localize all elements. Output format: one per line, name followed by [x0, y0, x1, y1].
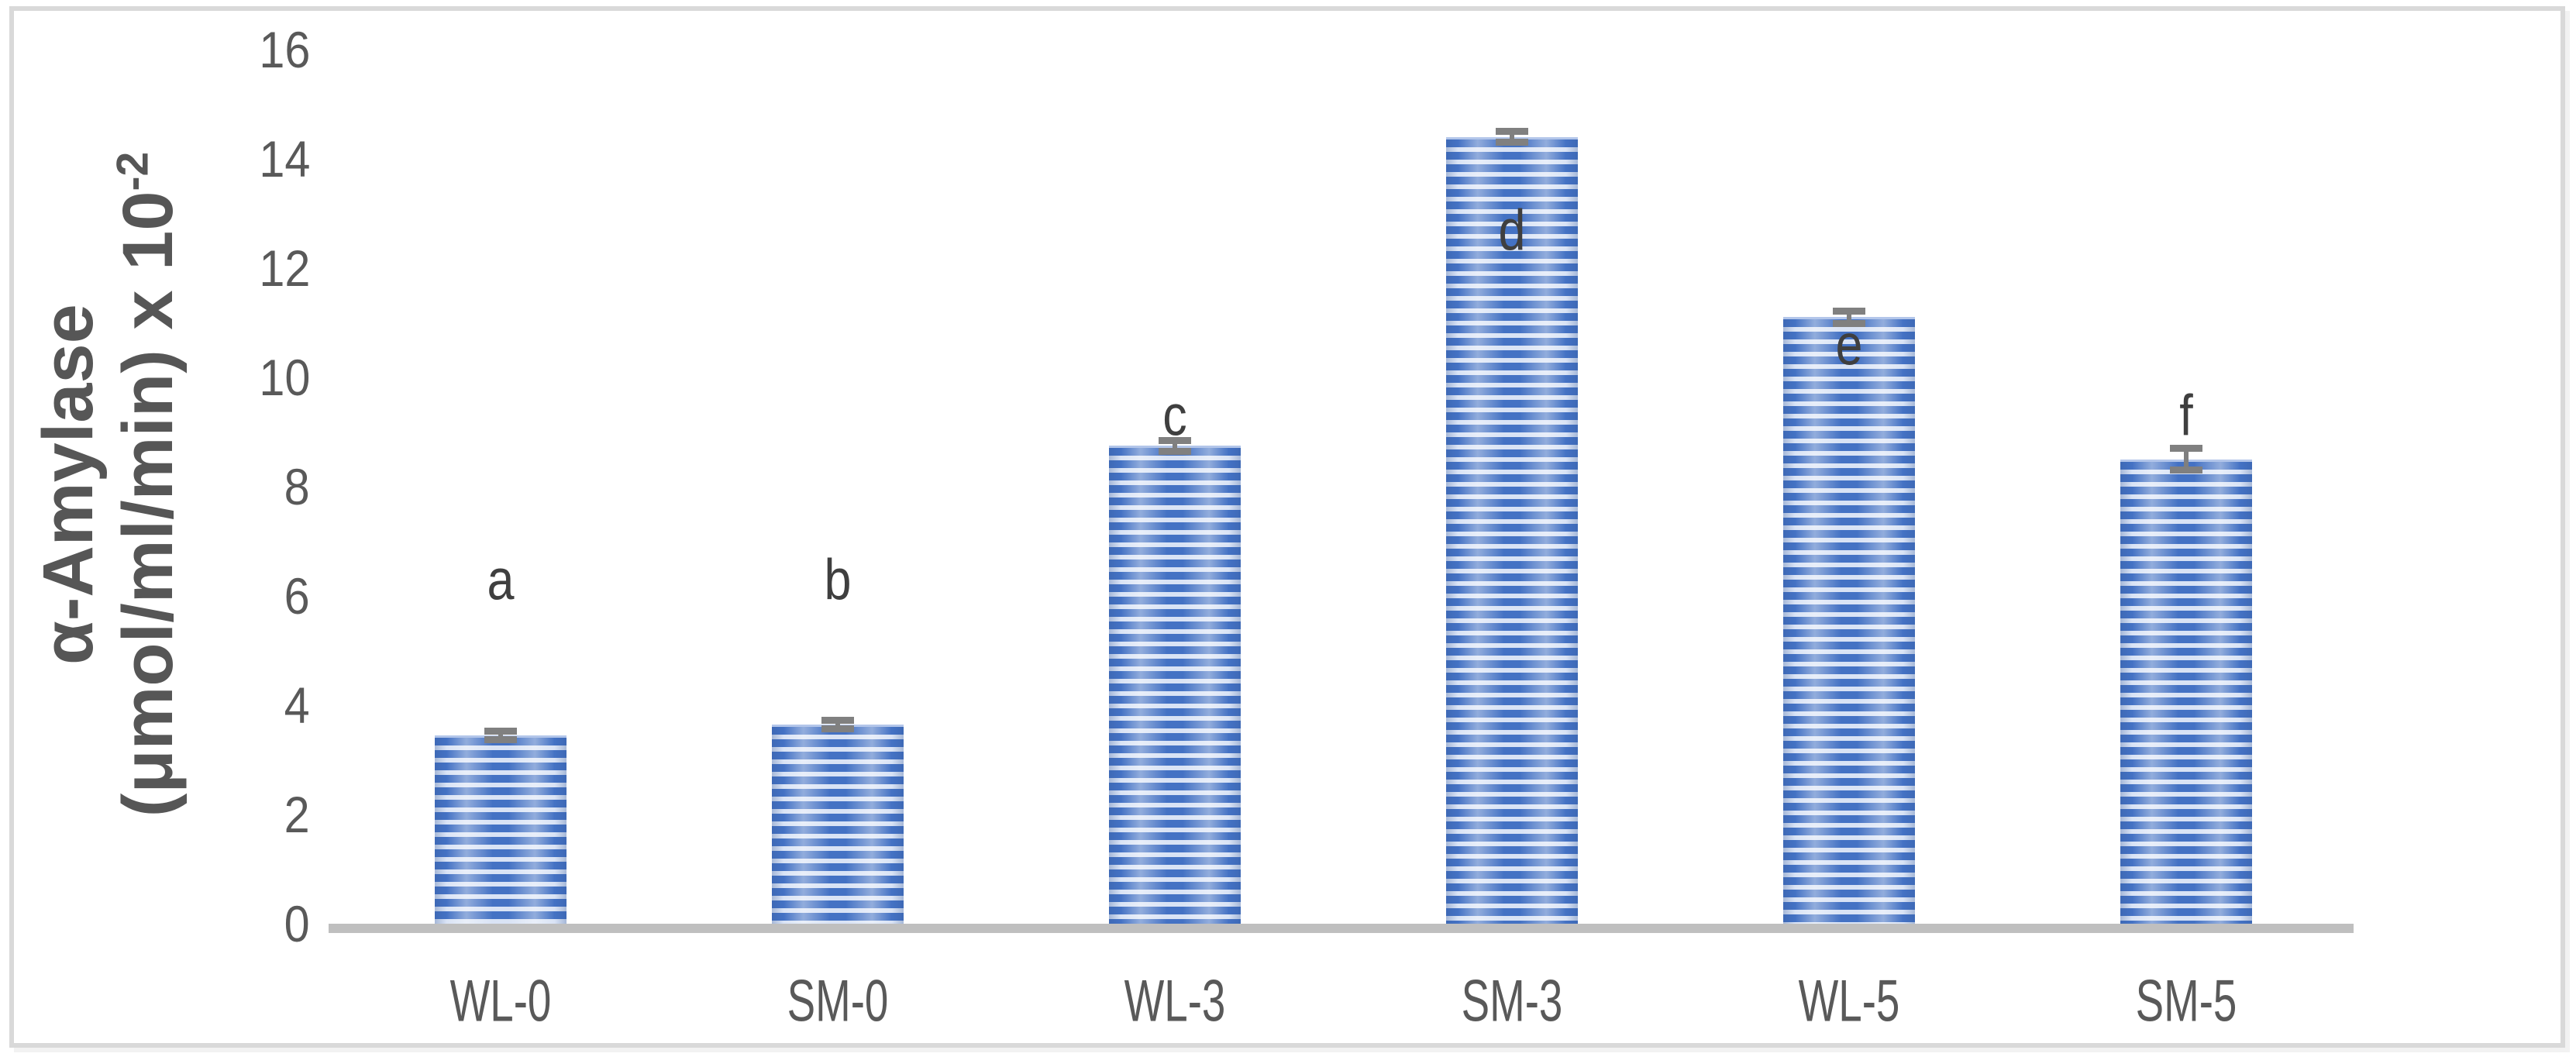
x-category-label-sm-5: SM-5: [2135, 968, 2237, 1035]
significance-letter-a: a: [487, 547, 515, 612]
x-axis-line: [329, 924, 2354, 933]
error-bar-cap-sm-5: [2170, 467, 2202, 474]
y-tick-label-4: 4: [284, 677, 310, 734]
error-bar-cap-sm-0: [821, 725, 854, 732]
x-category-label-sm-3: SM-3: [1461, 968, 1563, 1035]
error-bar-cap-wl-0: [484, 735, 517, 743]
error-bar-sm-3: [1510, 131, 1514, 143]
error-bar-cap-wl-3: [1159, 436, 1191, 444]
error-bar-wl-5: [1847, 311, 1851, 324]
significance-letter-d: d: [1498, 198, 1526, 263]
y-tick-label-10: 10: [258, 349, 310, 406]
bar-sm-3: [1446, 136, 1578, 924]
bar-wl-3: [1109, 446, 1241, 924]
significance-letter-f: f: [2179, 383, 2193, 448]
error-bar-cap-wl-5: [1833, 319, 1865, 327]
error-bar-sm-5: [2184, 448, 2189, 470]
bar-sm-5: [2120, 459, 2252, 924]
bar-wl-0: [435, 735, 567, 924]
error-bar-cap-sm-3: [1496, 128, 1528, 136]
y-tick-label-0: 0: [284, 895, 310, 952]
bar-sm-0: [772, 724, 904, 924]
error-bar-wl-3: [1173, 440, 1177, 452]
error-bar-sm-0: [835, 720, 840, 729]
y-tick-label-8: 8: [284, 458, 310, 515]
error-bar-cap-wl-0: [484, 727, 517, 735]
x-category-label-wl-3: WL-3: [1124, 968, 1226, 1035]
y-tick-label-12: 12: [258, 239, 310, 297]
error-bar-wl-0: [498, 731, 503, 740]
significance-letter-b: b: [824, 547, 852, 612]
y-tick-label-2: 2: [284, 786, 310, 843]
y-tick-label-14: 14: [258, 130, 310, 188]
x-category-label-sm-0: SM-0: [787, 968, 889, 1035]
error-bar-cap-wl-3: [1159, 447, 1191, 455]
error-bar-cap-sm-5: [2170, 445, 2202, 453]
x-category-label-wl-0: WL-0: [449, 968, 552, 1035]
y-tick-label-6: 6: [284, 567, 310, 625]
bar-wl-5: [1783, 317, 1915, 924]
error-bar-cap-sm-0: [821, 716, 854, 724]
significance-letter-e: e: [1835, 312, 1863, 377]
y-tick-label-16: 16: [258, 21, 310, 78]
error-bar-cap-wl-5: [1833, 308, 1865, 315]
error-bar-cap-sm-3: [1496, 139, 1528, 146]
x-category-label-wl-5: WL-5: [1798, 968, 1900, 1035]
significance-letter-c: c: [1162, 383, 1187, 448]
